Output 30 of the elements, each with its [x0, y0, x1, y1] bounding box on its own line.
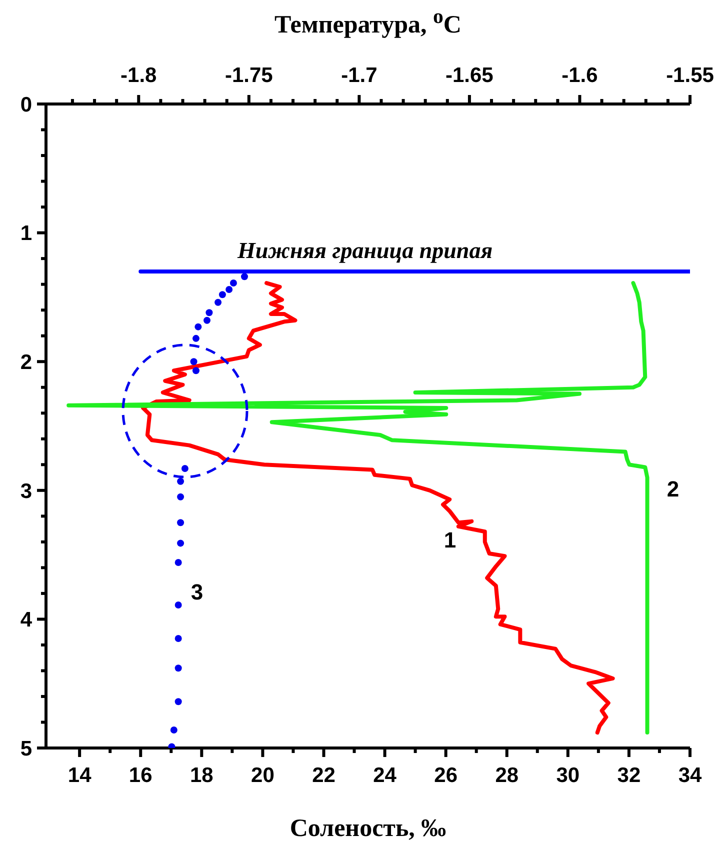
x-tick-label: 20 [251, 764, 274, 787]
annotation: 2 [666, 476, 680, 502]
x2-tick-label: -1.7 [341, 64, 378, 87]
y-tick-label: 3 [20, 480, 32, 503]
annotation: Нижняя граница припая [236, 238, 493, 264]
y-tick-label: 5 [20, 737, 32, 760]
x2-tick-label: -1.8 [120, 64, 158, 87]
x-tick-label: 24 [373, 764, 397, 787]
x-tick-label: 34 [678, 764, 702, 787]
x2-tick-label: -1.55 [666, 64, 714, 87]
y-tick-label: 2 [20, 350, 32, 374]
x-tick-label: 28 [495, 764, 519, 787]
annotation: 3 [190, 580, 204, 605]
x-tick-label: 14 [68, 764, 92, 787]
x2-tick-label: -1.75 [224, 64, 274, 87]
line-series [66, 281, 650, 735]
x-tick-label: 18 [190, 764, 214, 787]
y-tick-label: 4 [20, 608, 32, 632]
x2-tick-label: -1.6 [562, 64, 598, 87]
x-axis-title: Соленость, ‰ [288, 815, 448, 843]
x2-axis-title: Температура, $^{o}$C [274, 4, 462, 40]
x-tick-label: 26 [434, 764, 458, 787]
y-tick-label: 1 [20, 222, 32, 246]
y-tick-label: 0 [20, 93, 32, 116]
x-tick-label: 16 [128, 764, 152, 787]
x-tick-label: 22 [312, 764, 336, 787]
x-tick-label: 32 [617, 764, 641, 787]
x2-tick-label: -1.65 [446, 64, 494, 87]
x-tick-label: 30 [556, 764, 580, 787]
annotation: 1 [444, 528, 456, 553]
